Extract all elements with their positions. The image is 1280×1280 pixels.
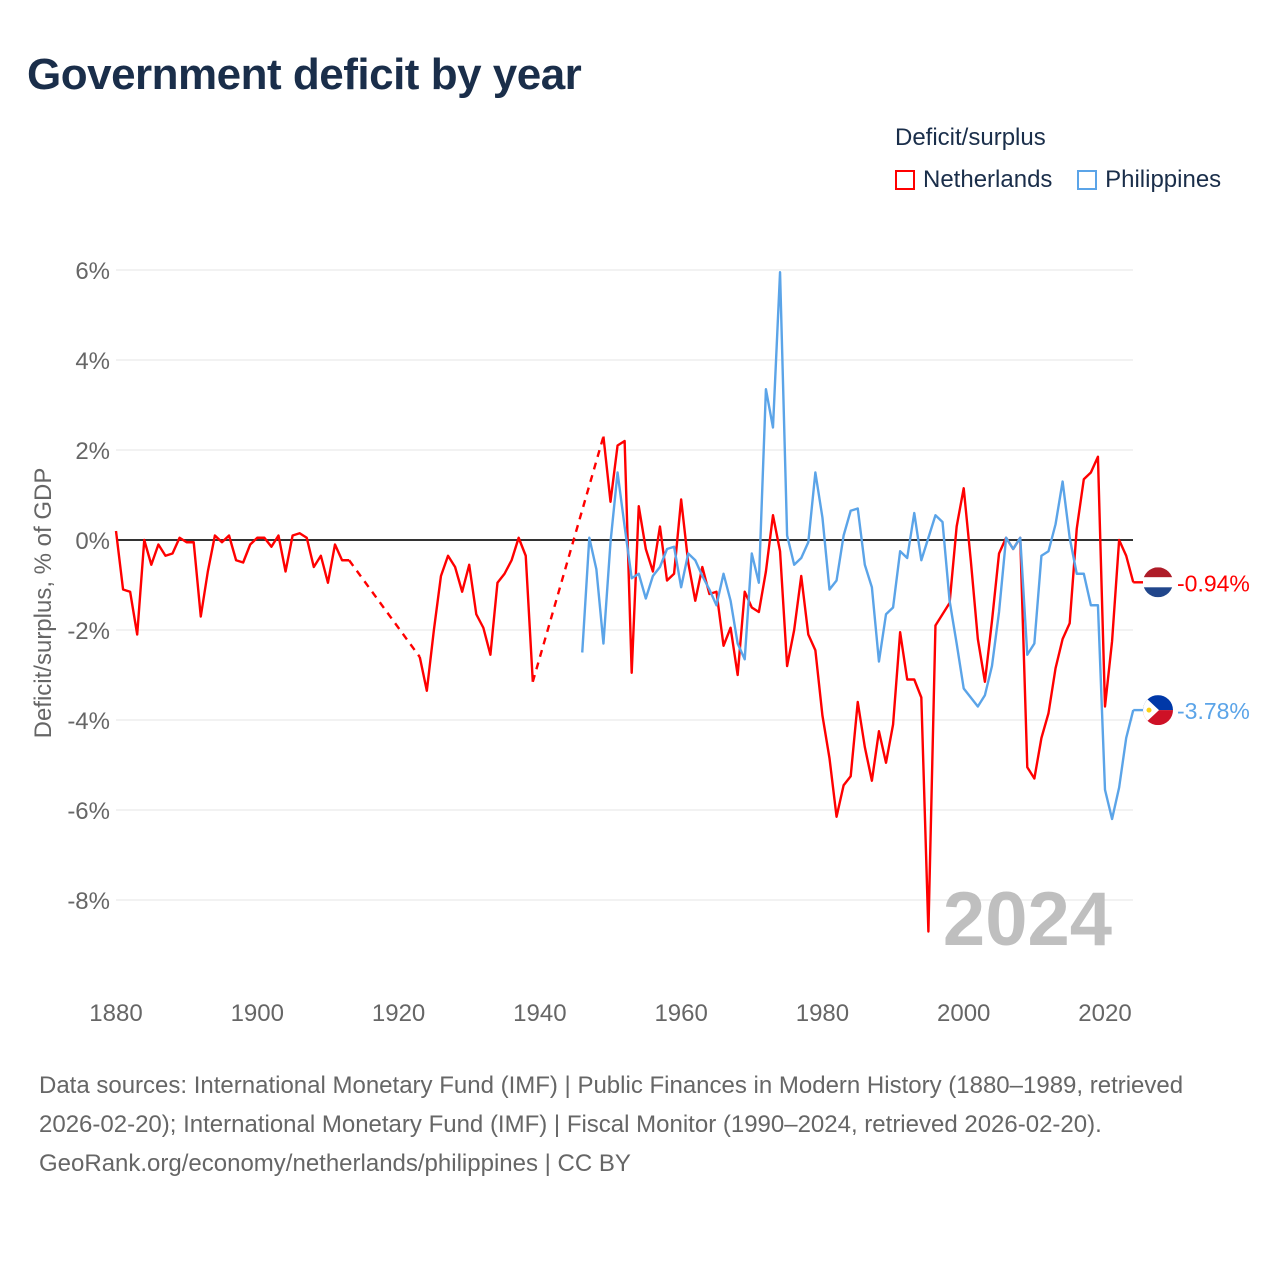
y-axis-label: Deficit/surplus, % of GDP [30,468,57,739]
legend-label: Philippines [1105,166,1222,193]
credit-link[interactable]: GeoRank.org/economy/netherlands/philippi… [39,1150,631,1177]
y-tick-label: -8% [67,888,110,915]
series-line [602,436,1135,933]
x-tick-label: 1960 [654,1000,707,1027]
footer: Data sources: International Monetary Fun… [39,1066,1239,1183]
flag-sun [1146,707,1152,713]
flag-body [1143,695,1173,726]
series-line [418,536,534,692]
y-tick-label: 6% [75,258,110,285]
line-chart: 6% 4% 2% 0% -2% -4% -6% -8% 1880 1900 1920 1940 1960… [30,258,1250,1027]
netherlands-flag-icon [1143,567,1173,598]
data-sources: Data sources: International Monetary Fun… [39,1072,1184,1138]
philippines-flag-icon [1143,695,1173,726]
legend-swatch-philippines [1077,170,1098,190]
x-tick-label: 1940 [513,1000,566,1027]
y-tick-label: -2% [67,618,110,645]
x-tick-label: 1880 [89,1000,142,1027]
y-tick-label: 2% [75,438,110,465]
year-watermark: 2024 [943,877,1112,962]
x-tick-label: 1900 [231,1000,284,1027]
x-tick-label: 2000 [937,1000,990,1027]
y-tick-label: -6% [67,798,110,825]
flag-blue [1143,587,1173,598]
series-philippines: -3.78% [581,271,1250,821]
end-value-label: -3.78% [1177,698,1250,724]
series-netherlands: -0.94% [114,436,1250,933]
y-tick-label: -4% [67,708,110,735]
chart-title: Government deficit by year [27,50,582,99]
gap-dashed-line [348,559,421,658]
gap-dashed-line [531,436,605,683]
x-tick-label: 2020 [1078,1000,1131,1027]
legend-item-netherlands[interactable]: Netherlands [895,166,1052,194]
x-tick-label: 1920 [372,1000,425,1027]
series-line [114,530,350,636]
flag-white [1143,577,1173,588]
legend-item-philippines[interactable]: Philippines [1077,166,1221,194]
flag-red [1143,567,1173,578]
x-tick-label: 1980 [796,1000,849,1027]
legend-label: Netherlands [923,166,1053,193]
series-line [581,271,1135,821]
legend: Deficit/surplus Netherlands Philippines [895,124,1239,197]
flag-body [1143,567,1173,598]
y-tick-label: 4% [75,348,110,375]
legend-title: Deficit/surplus [895,124,1046,151]
y-tick-label: 0% [75,528,110,555]
end-value-label: -0.94% [1177,570,1250,596]
legend-swatch-netherlands [895,170,915,190]
